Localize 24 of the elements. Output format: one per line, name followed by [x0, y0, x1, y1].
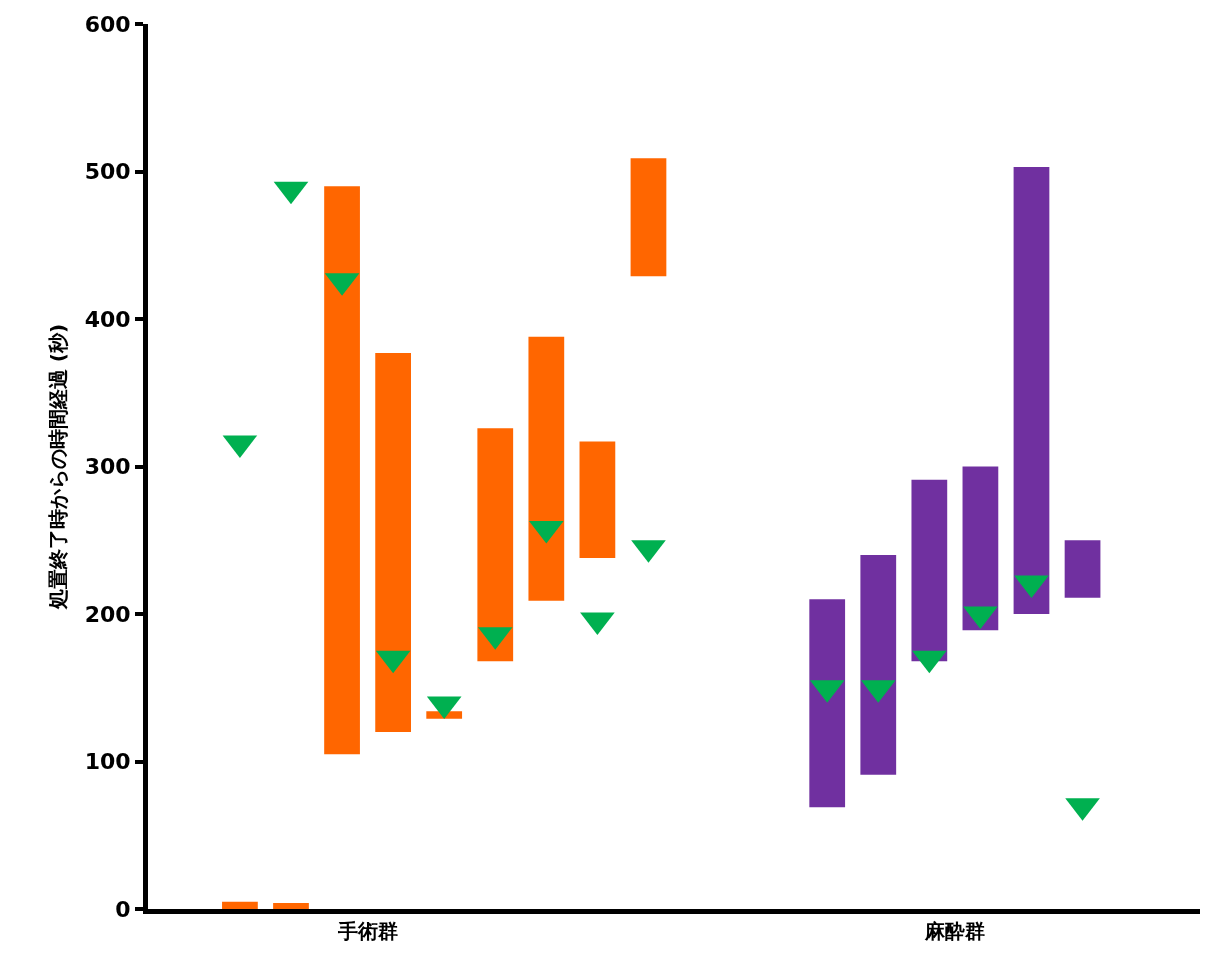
bar	[375, 352, 411, 732]
bar	[860, 555, 897, 775]
bar	[1064, 540, 1101, 598]
y-tick-label: 600	[84, 11, 131, 37]
y-tick-label: 0	[115, 896, 131, 922]
bar	[630, 158, 667, 277]
y-tick-label: 200	[84, 601, 131, 627]
y-tick-label: 500	[84, 159, 131, 185]
y-tick-label: 400	[84, 306, 131, 332]
x-tick-label: 手術群	[336, 919, 398, 943]
bar	[962, 466, 999, 631]
bar	[1013, 167, 1050, 614]
bar	[324, 186, 360, 755]
y-axis-title: 処置終了時からの時間経過 (秒)	[46, 323, 71, 611]
bar	[809, 599, 846, 808]
bar	[579, 441, 616, 558]
bar	[528, 336, 565, 601]
x-tick-label: 麻酔群	[923, 919, 985, 943]
y-tick-label: 300	[84, 454, 131, 480]
bar	[222, 901, 258, 909]
bar	[477, 428, 514, 662]
y-tick-label: 100	[84, 749, 131, 775]
bar	[273, 903, 309, 909]
bar	[911, 479, 948, 662]
